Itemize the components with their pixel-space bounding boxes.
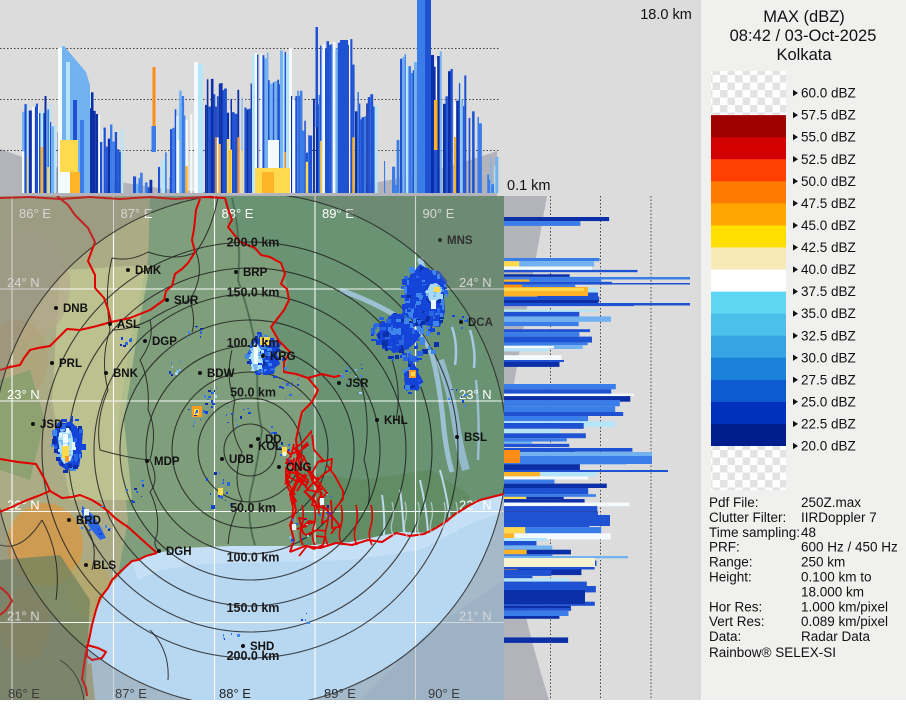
svg-text:200.0 km: 200.0 km [227,236,280,250]
svg-text:20.0 dBZ: 20.0 dBZ [801,439,856,454]
svg-text:0.1 km: 0.1 km [507,178,551,194]
svg-text:86° E: 86° E [19,206,51,221]
svg-text:88° E: 88° E [219,686,251,700]
svg-text:DGH: DGH [166,546,192,558]
svg-text:ASL: ASL [117,319,140,331]
svg-text:Kolkata: Kolkata [776,46,832,64]
svg-text:DD: DD [265,434,282,446]
svg-text:250Z.max: 250Z.max [801,495,861,510]
svg-text:600 Hz / 450 Hz: 600 Hz / 450 Hz [801,540,898,555]
svg-text:50.0 km: 50.0 km [230,386,276,400]
svg-text:Radar Data: Radar Data [801,629,871,644]
svg-text:250 km: 250 km [801,555,845,570]
svg-text:35.0 dBZ: 35.0 dBZ [801,306,856,321]
svg-text:88° E: 88° E [222,206,254,221]
svg-text:86° E: 86° E [8,686,40,700]
svg-text:DCA: DCA [468,317,493,329]
svg-text:SUR: SUR [174,295,199,307]
svg-text:150.0 km: 150.0 km [227,286,280,300]
svg-text:37.5 dBZ: 37.5 dBZ [801,284,856,299]
svg-text:40.0 dBZ: 40.0 dBZ [801,262,856,277]
svg-text:DMK: DMK [135,265,162,277]
svg-text:22° N: 22° N [7,498,40,513]
svg-text:Vert Res:: Vert Res: [709,614,765,629]
svg-text:JSD: JSD [40,419,62,431]
svg-text:89° E: 89° E [322,206,354,221]
svg-text:Height:: Height: [709,570,752,585]
svg-text:21° N: 21° N [459,609,492,624]
svg-text:50.0 km: 50.0 km [230,501,276,515]
svg-text:18.0 km: 18.0 km [640,7,692,23]
svg-text:48: 48 [801,525,816,540]
svg-text:MNS: MNS [447,235,473,247]
svg-text:Range:: Range: [709,555,753,570]
svg-text:MAX (dBZ): MAX (dBZ) [763,8,845,26]
svg-text:25.0 dBZ: 25.0 dBZ [801,394,856,409]
svg-text:PRF:: PRF: [709,540,740,555]
svg-text:90° E: 90° E [428,686,460,700]
svg-text:Clutter Filter:: Clutter Filter: [709,510,786,525]
svg-text:DNB: DNB [63,303,88,315]
svg-text:90° E: 90° E [423,206,455,221]
svg-text:Data:: Data: [709,629,741,644]
svg-text:89° E: 89° E [324,686,356,700]
svg-text:30.0 dBZ: 30.0 dBZ [801,350,856,365]
svg-text:08:42 / 03-Oct-2025: 08:42 / 03-Oct-2025 [730,27,877,45]
svg-text:87° E: 87° E [121,206,153,221]
svg-text:24° N: 24° N [7,275,40,290]
svg-text:BSL: BSL [464,432,487,444]
svg-text:23° N: 23° N [459,387,492,402]
svg-text:0.100 km to: 0.100 km to [801,570,872,585]
svg-text:BRD: BRD [76,515,101,527]
svg-text:60.0 dBZ: 60.0 dBZ [801,86,856,101]
svg-text:KOL: KOL [258,441,282,453]
svg-text:22° N: 22° N [459,498,492,513]
svg-text:52.5 dBZ: 52.5 dBZ [801,152,856,167]
svg-text:CNG: CNG [286,462,312,474]
svg-text:BNK: BNK [113,368,139,380]
svg-text:100.0 km: 100.0 km [227,336,280,350]
svg-text:45.0 dBZ: 45.0 dBZ [801,218,856,233]
svg-text:JSR: JSR [346,378,369,390]
svg-text:KHL: KHL [384,415,408,427]
svg-text:Hor Res:: Hor Res: [709,599,762,614]
svg-text:Rainbow® SELEX-SI: Rainbow® SELEX-SI [709,645,836,660]
svg-text:47.5 dBZ: 47.5 dBZ [801,196,856,211]
svg-text:0.089 km/pixel: 0.089 km/pixel [801,614,888,629]
svg-text:87° E: 87° E [115,686,147,700]
svg-text:42.5 dBZ: 42.5 dBZ [801,240,856,255]
svg-text:21° N: 21° N [7,609,40,624]
svg-text:MDP: MDP [154,456,180,468]
svg-text:27.5 dBZ: 27.5 dBZ [801,372,856,387]
svg-text:55.0 dBZ: 55.0 dBZ [801,130,856,145]
svg-text:Pdf File:: Pdf File: [709,495,759,510]
svg-text:32.5 dBZ: 32.5 dBZ [801,328,856,343]
svg-text:22.5 dBZ: 22.5 dBZ [801,417,856,432]
svg-text:50.0 dBZ: 50.0 dBZ [801,174,856,189]
svg-text:18.000 km: 18.000 km [801,584,864,599]
svg-text:KRG: KRG [270,351,296,363]
svg-text:PRL: PRL [59,358,82,370]
svg-text:24° N: 24° N [459,275,492,290]
svg-text:200.0 km: 200.0 km [227,649,280,663]
svg-text:100.0 km: 100.0 km [227,551,280,565]
svg-text:BDW: BDW [207,368,235,380]
svg-text:Time sampling:: Time sampling: [709,525,800,540]
svg-text:IIRDoppler 7: IIRDoppler 7 [801,510,877,525]
svg-text:DGP: DGP [152,336,177,348]
svg-text:BLS: BLS [93,560,116,572]
svg-text:57.5 dBZ: 57.5 dBZ [801,108,856,123]
svg-text:UDB: UDB [229,454,254,466]
svg-text:1.000 km/pixel: 1.000 km/pixel [801,599,888,614]
svg-text:SHD: SHD [250,641,274,653]
svg-text:BRP: BRP [243,267,268,279]
svg-text:23° N: 23° N [7,387,40,402]
svg-text:150.0 km: 150.0 km [227,601,280,615]
